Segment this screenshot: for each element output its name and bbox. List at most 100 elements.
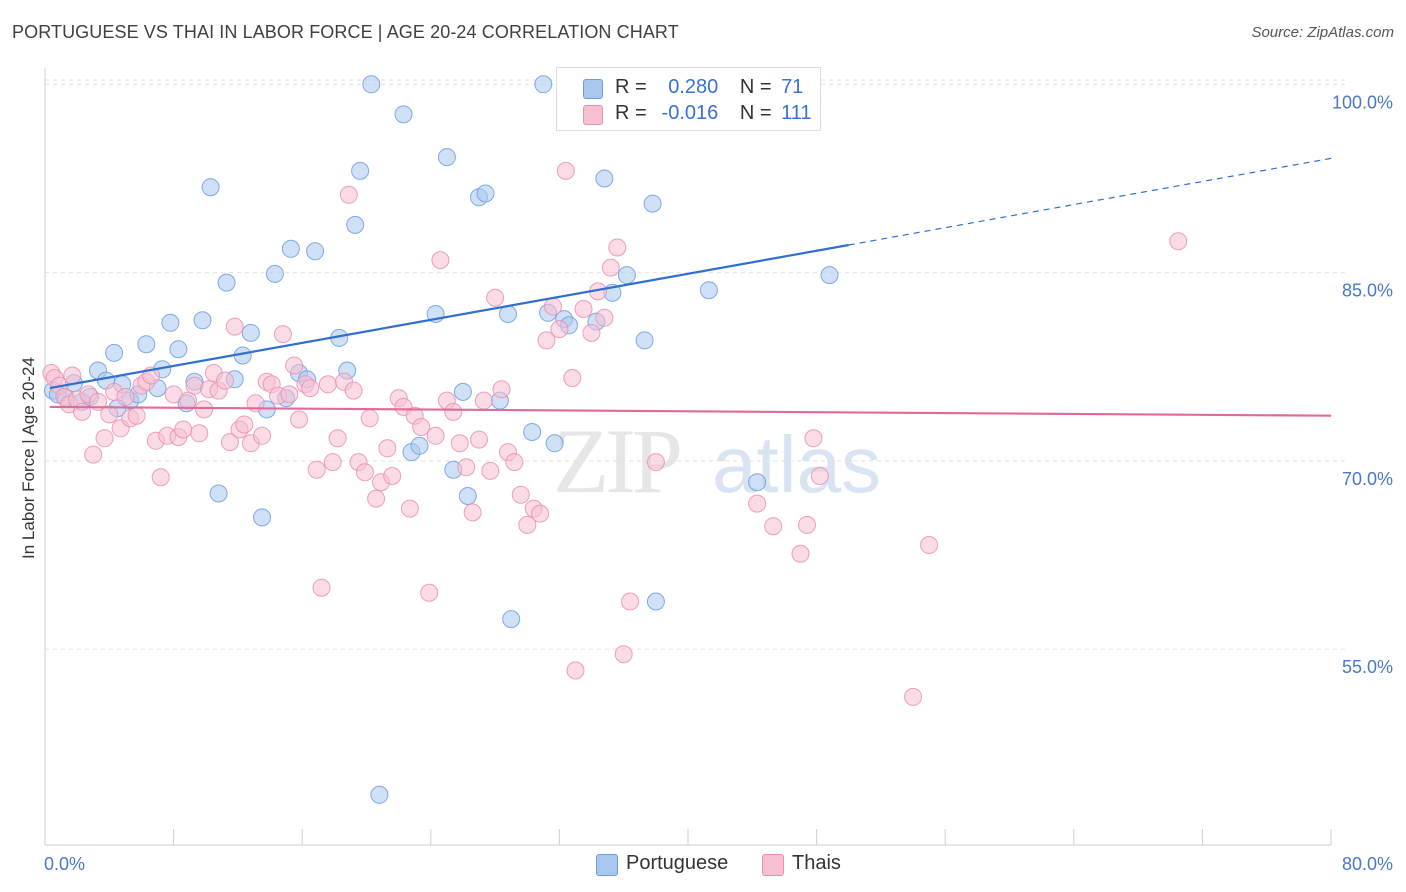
point-portuguese (193, 311, 212, 330)
point-portuguese (437, 148, 456, 167)
point-portuguese (458, 487, 477, 505)
point-thais (531, 504, 550, 523)
point-thais (481, 461, 500, 480)
point-portuguese (169, 340, 188, 359)
correlation-legend: R = 0.280 N = 71 R = -0.016 N = 111 (556, 67, 821, 131)
point-portuguese (453, 382, 472, 401)
legend-r-value-portuguese: 0.280 (668, 76, 719, 98)
point-thais (621, 592, 640, 611)
y-axis-label: In Labor Force | Age 20-24 (19, 357, 38, 559)
point-thais (582, 323, 601, 342)
point-thais (474, 391, 493, 410)
point-thais (412, 418, 431, 436)
point-thais (431, 251, 450, 270)
point-thais (301, 379, 320, 398)
point-thais (444, 402, 463, 421)
point-portuguese (105, 343, 124, 362)
point-portuguese (201, 178, 220, 197)
point-portuguese (635, 331, 654, 350)
point-thais (328, 429, 347, 448)
y-tick-label: 70.0% (1342, 469, 1393, 489)
legend-label-portuguese: Portuguese (626, 852, 729, 874)
point-thais (280, 385, 299, 404)
point-thais (100, 405, 119, 424)
point-thais (216, 371, 234, 390)
point-thais (556, 161, 575, 180)
y-tick-label: 55.0% (1342, 657, 1393, 677)
point-thais (810, 467, 829, 485)
grid-lines (45, 79, 1349, 650)
point-thais (179, 391, 198, 410)
point-thais (116, 387, 135, 406)
point-thais (601, 258, 620, 277)
point-thais (463, 503, 482, 522)
point-thais (457, 458, 476, 477)
point-thais (344, 381, 363, 400)
point-portuguese (362, 75, 381, 94)
point-thais (253, 426, 271, 445)
point-portuguese (643, 194, 662, 213)
point-thais (220, 433, 239, 452)
point-thais (73, 402, 91, 421)
source-credit: Source: ZipAtlas.com (1251, 24, 1394, 41)
point-thais (174, 420, 193, 439)
y-tick-label: 100.0% (1332, 92, 1393, 112)
point-thais (420, 583, 439, 602)
point-thais (518, 515, 537, 534)
legend-label-thais: Thais (792, 852, 841, 874)
point-thais (312, 578, 331, 597)
point-thais (904, 687, 923, 706)
point-portuguese (748, 473, 767, 492)
point-thais (544, 297, 562, 316)
series-thais-points (42, 75, 1188, 706)
point-thais (367, 489, 386, 508)
point-thais (574, 300, 593, 318)
point-thais (290, 410, 308, 429)
x-tick-label: 80.0% (1342, 854, 1393, 874)
point-thais (646, 453, 665, 472)
axes (44, 68, 1332, 846)
point-portuguese (281, 239, 300, 258)
trend-line-thais (49, 405, 1332, 417)
point-portuguese (253, 508, 271, 527)
point-thais (273, 325, 292, 344)
point-thais (608, 238, 627, 257)
point-thais (355, 463, 374, 482)
point-thais (151, 468, 170, 487)
point-portuguese (161, 313, 180, 332)
x-tick-label: 0.0% (44, 854, 85, 874)
point-thais (748, 494, 767, 513)
point-thais (470, 430, 488, 449)
point-thais (307, 460, 326, 479)
legend-r-label: R = (615, 102, 647, 124)
point-thais (450, 434, 469, 453)
point-thais (318, 375, 337, 394)
point-portuguese (699, 281, 718, 300)
point-portuguese (241, 323, 260, 342)
point-thais (614, 645, 633, 664)
y-tick-label: 85.0% (1342, 281, 1393, 301)
point-portuguese (351, 161, 370, 180)
point-thais (190, 424, 209, 443)
legend-n-label: N = (739, 102, 772, 124)
point-thais (235, 415, 254, 434)
legend-swatch-portuguese (596, 854, 618, 876)
point-thais (595, 308, 614, 327)
point-portuguese (346, 215, 365, 234)
legend-r-label: R = (615, 76, 647, 98)
point-thais (339, 185, 358, 204)
chart-title: PORTUGUESE VS THAI IN LABOR FORCE | AGE … (12, 22, 679, 42)
legend-swatch-thais (762, 854, 784, 876)
point-portuguese (646, 592, 665, 611)
point-portuguese (523, 423, 542, 441)
legend-swatch-thais (583, 105, 603, 125)
point-portuguese (394, 105, 413, 124)
point-thais (511, 485, 530, 504)
point-thais (195, 400, 214, 419)
watermark: ZIP atlas (553, 410, 881, 512)
point-thais (804, 429, 823, 448)
point-portuguese (209, 484, 228, 503)
point-thais (798, 515, 816, 534)
point-thais (764, 517, 783, 536)
